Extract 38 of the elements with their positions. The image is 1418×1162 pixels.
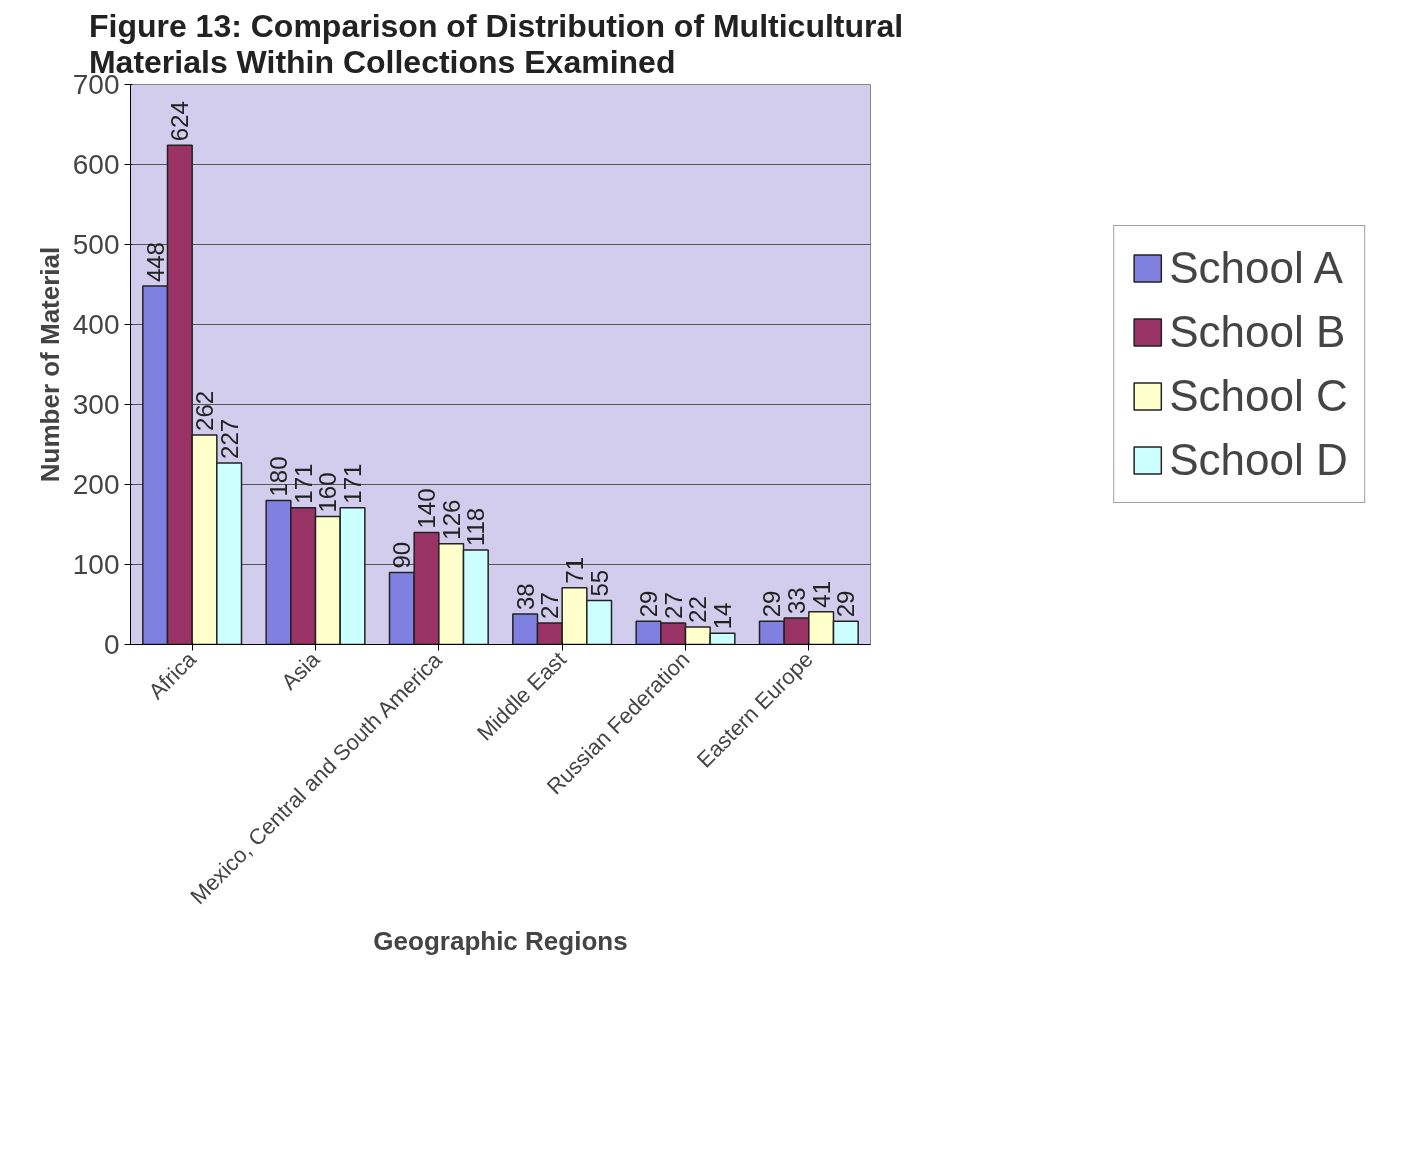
legend-label: School C — [1169, 370, 1348, 422]
data-label: 41 — [807, 581, 835, 608]
y-tick-label: 300 — [72, 389, 120, 420]
data-label: 180 — [265, 456, 292, 497]
legend-label: School A — [1169, 242, 1343, 294]
data-label: 171 — [339, 463, 366, 504]
data-label: 55 — [585, 569, 613, 597]
data-label: 22 — [684, 596, 712, 623]
x-axis-title: Geographic Regions — [373, 925, 628, 956]
y-tick-label: 100 — [72, 549, 120, 580]
y-tick-label: 200 — [72, 469, 120, 500]
y-tick-label: 400 — [72, 309, 120, 340]
y-tick-label: 0 — [103, 629, 120, 660]
data-label: 624 — [166, 101, 194, 142]
data-label: 160 — [314, 472, 342, 513]
data-label: 118 — [462, 507, 490, 547]
data-label: 33 — [783, 587, 810, 615]
data-label: 29 — [832, 590, 860, 618]
data-label: 448 — [141, 242, 169, 283]
data-label: 29 — [635, 590, 662, 618]
data-label: 38 — [511, 583, 539, 611]
data-label: 140 — [413, 488, 440, 529]
data-label: 227 — [215, 418, 243, 459]
legend-label: School D — [1169, 434, 1348, 486]
data-label: 27 — [659, 592, 687, 619]
data-label: 90 — [388, 541, 416, 569]
legend-label: School B — [1169, 306, 1346, 358]
data-label: 14 — [709, 602, 736, 630]
data-label: 126 — [437, 499, 465, 540]
data-label: 171 — [289, 463, 317, 504]
data-label: 27 — [536, 592, 564, 619]
y-axis-title: Number of Material — [34, 246, 65, 483]
data-label: 71 — [561, 557, 588, 584]
y-tick-label: 500 — [72, 229, 120, 260]
data-label: 29 — [758, 590, 786, 618]
y-tick-label: 600 — [72, 149, 120, 180]
x-tick-label: Asia — [276, 646, 325, 695]
data-label: 262 — [191, 390, 218, 431]
